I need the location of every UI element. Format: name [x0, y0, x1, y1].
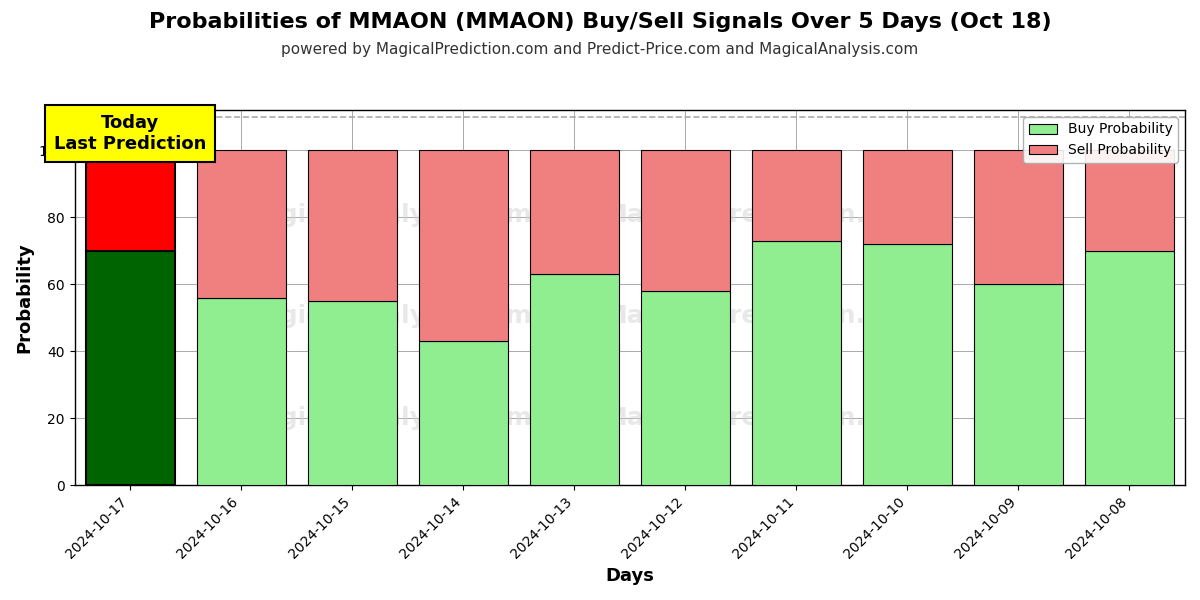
Bar: [752, 241, 841, 485]
Text: Today
Last Prediction: Today Last Prediction: [54, 114, 206, 153]
Text: MagicalAnalysis.com: MagicalAnalysis.com: [239, 406, 533, 430]
Bar: [308, 301, 397, 485]
Bar: [863, 150, 952, 244]
Text: powered by MagicalPrediction.com and Predict-Price.com and MagicalAnalysis.com: powered by MagicalPrediction.com and Pre…: [281, 42, 919, 57]
Bar: [419, 150, 508, 341]
Text: MagicalAnalysis.com: MagicalAnalysis.com: [239, 203, 533, 227]
Bar: [530, 150, 619, 274]
X-axis label: Days: Days: [605, 567, 654, 585]
Bar: [308, 150, 397, 301]
Text: MagicalPrediction.com: MagicalPrediction.com: [602, 203, 924, 227]
Bar: [1085, 251, 1174, 485]
Legend: Buy Probability, Sell Probability: Buy Probability, Sell Probability: [1024, 117, 1178, 163]
Bar: [85, 150, 174, 251]
Text: MagicalAnalysis.com: MagicalAnalysis.com: [239, 304, 533, 328]
Bar: [419, 341, 508, 485]
Text: MagicalPrediction.com: MagicalPrediction.com: [602, 406, 924, 430]
Bar: [863, 244, 952, 485]
Bar: [197, 150, 286, 298]
Bar: [641, 291, 730, 485]
Bar: [752, 150, 841, 241]
Bar: [530, 274, 619, 485]
Bar: [85, 251, 174, 485]
Bar: [1085, 150, 1174, 251]
Y-axis label: Probability: Probability: [16, 242, 34, 353]
Bar: [974, 150, 1063, 284]
Bar: [197, 298, 286, 485]
Text: Probabilities of MMAON (MMAON) Buy/Sell Signals Over 5 Days (Oct 18): Probabilities of MMAON (MMAON) Buy/Sell …: [149, 12, 1051, 32]
Bar: [974, 284, 1063, 485]
Text: MagicalPrediction.com: MagicalPrediction.com: [602, 304, 924, 328]
Bar: [641, 150, 730, 291]
